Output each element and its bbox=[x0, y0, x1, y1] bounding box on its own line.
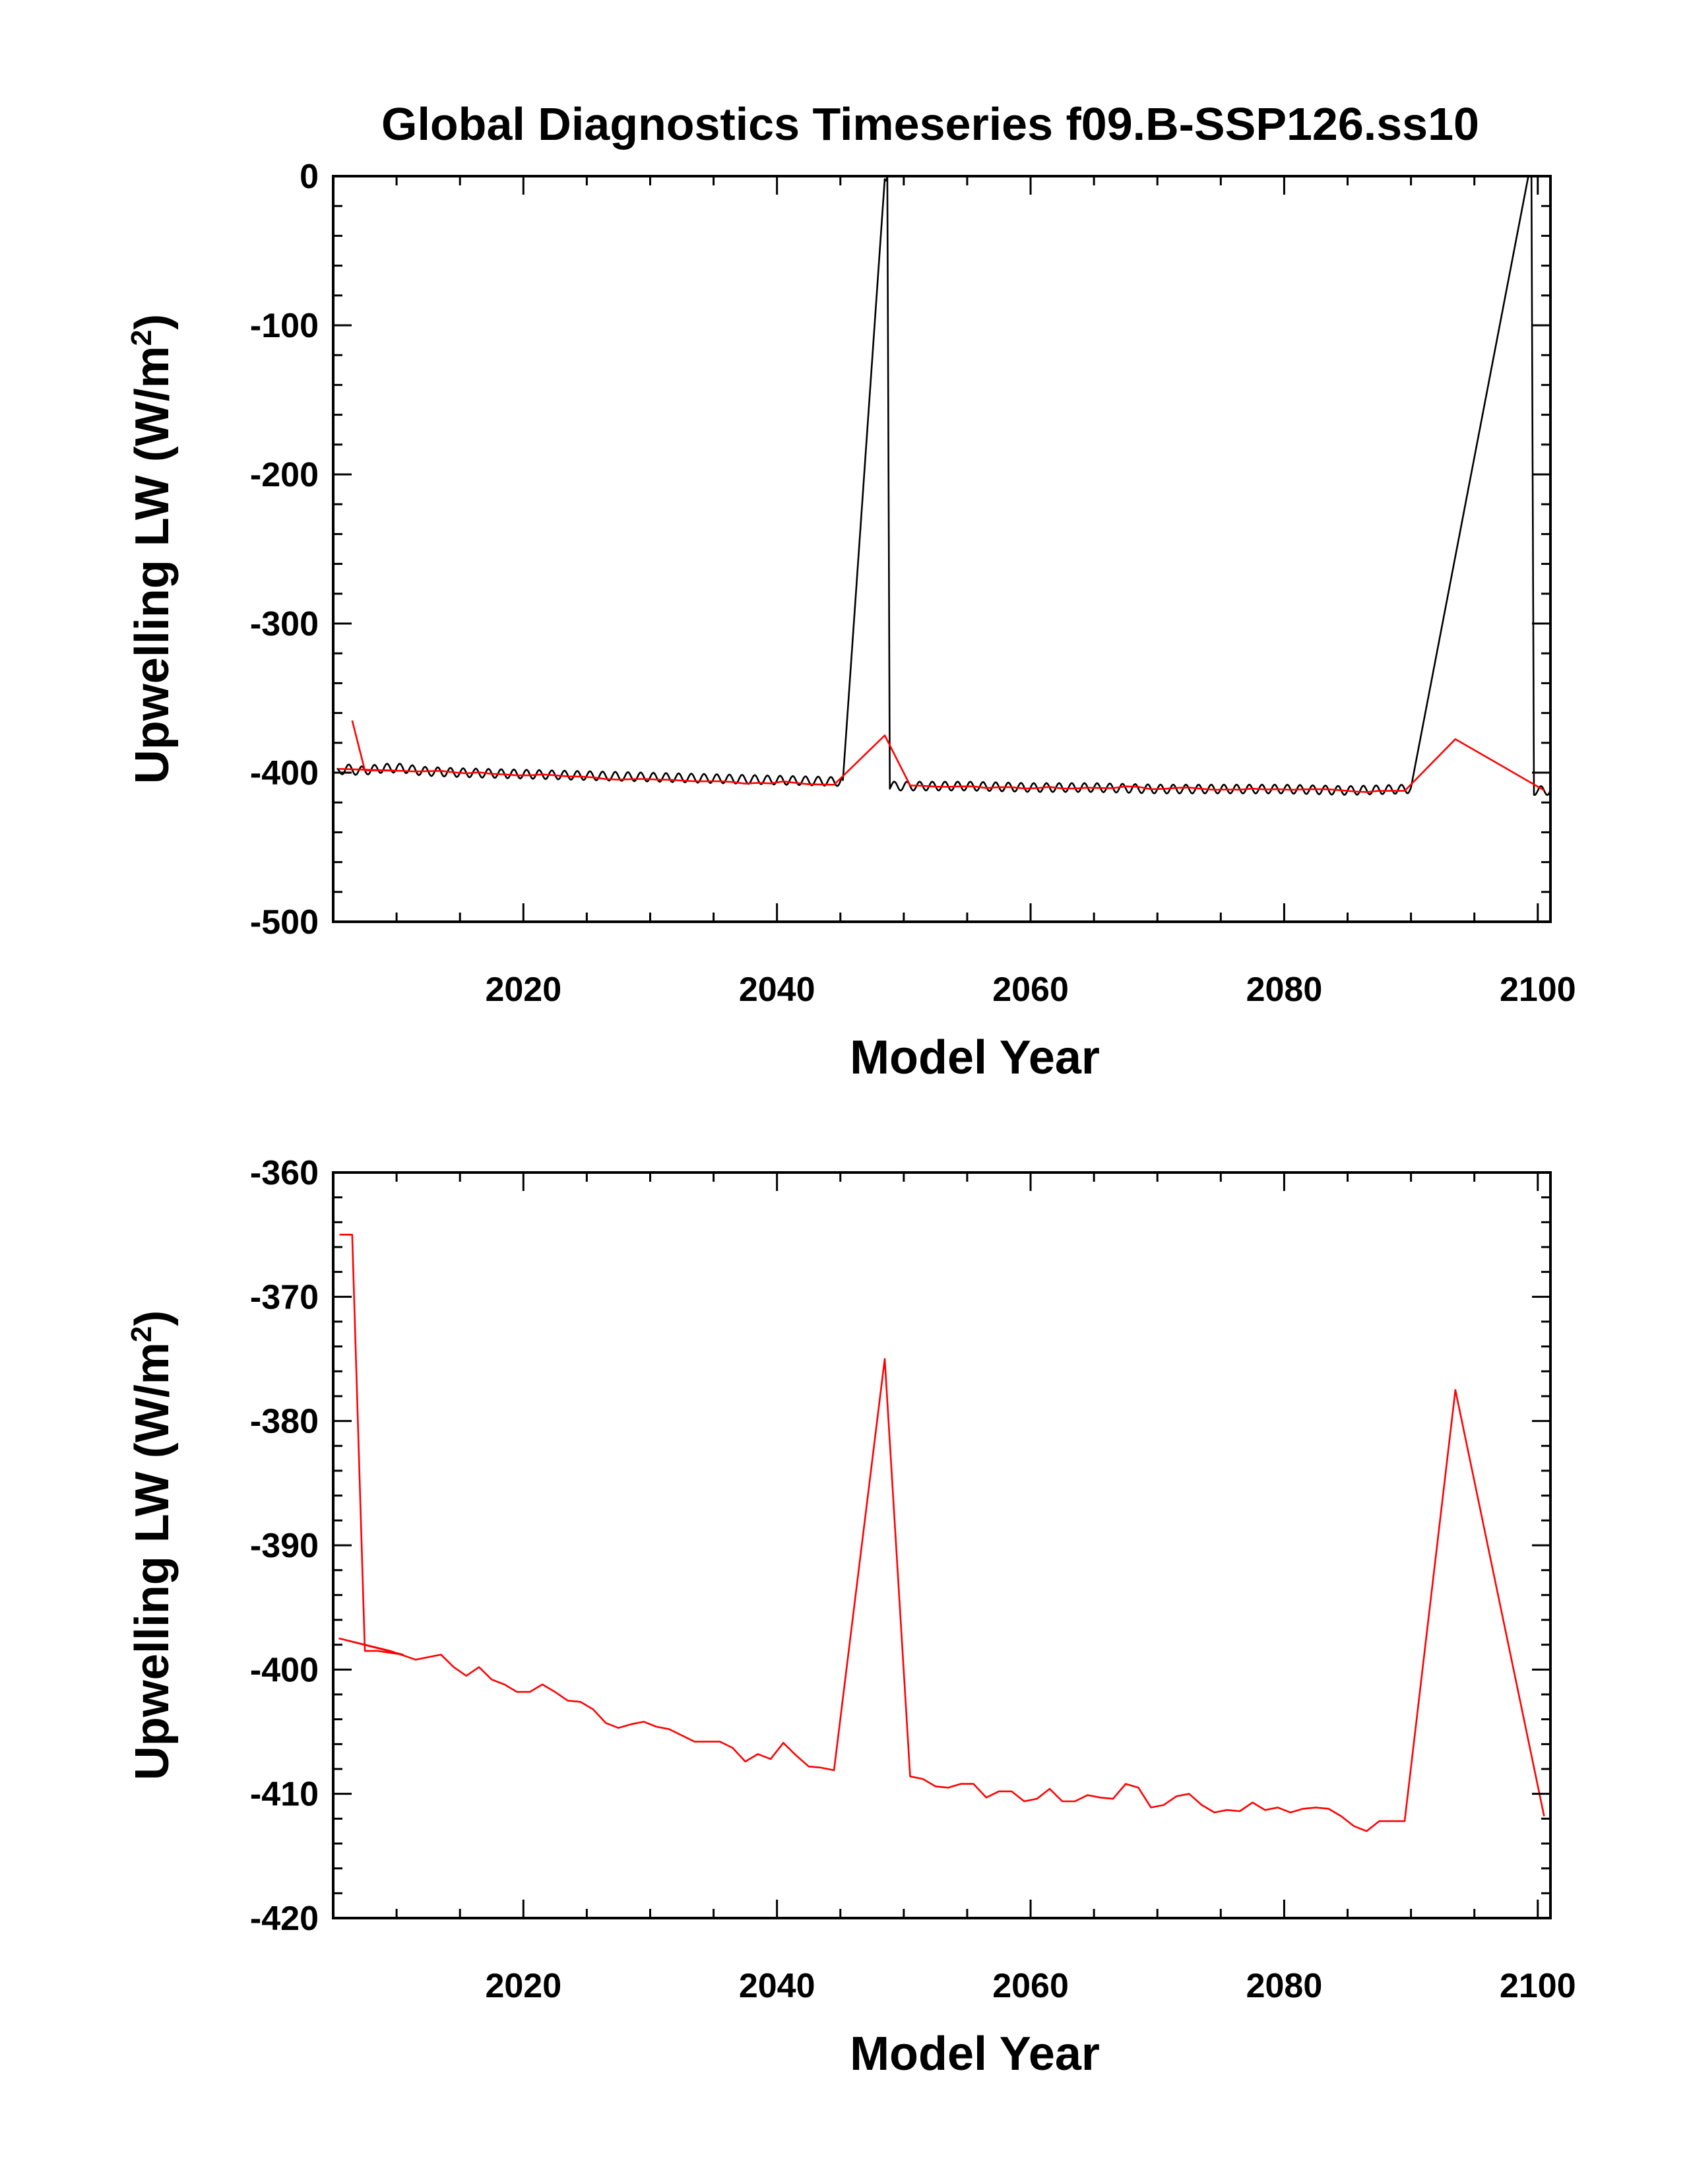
bottom-y-tick-label: -410 bbox=[250, 1776, 319, 1814]
bottom-x-tick-label: 2080 bbox=[1246, 1967, 1323, 2005]
bottom-x-tick-label: 2020 bbox=[485, 1967, 561, 2005]
top-y-tick-labels: 0 -100 -200 -300 -400 -500 bbox=[250, 158, 319, 942]
top-x-tick-label: 2040 bbox=[739, 971, 815, 1009]
top-y-axis-title-sup: 2 bbox=[125, 330, 158, 346]
bottom-x-tick-labels: 2020 2040 2060 2080 2100 bbox=[485, 1967, 1576, 2005]
bottom-y-axis-title-close: ) bbox=[126, 1310, 179, 1326]
top-y-tick-label: -100 bbox=[250, 307, 319, 345]
top-x-axis-title: Model Year bbox=[850, 1031, 1100, 1084]
bottom-y-tick-label: -360 bbox=[250, 1154, 319, 1192]
top-y-tick-label: -400 bbox=[250, 754, 319, 792]
bottom-y-tick-labels: -360 -370 -380 -390 -400 -410 -420 bbox=[250, 1154, 319, 1938]
bottom-plot-area bbox=[338, 1233, 1545, 1832]
bottom-series-annual bbox=[338, 1233, 1545, 1832]
top-plot-frame bbox=[332, 175, 1552, 923]
top-axis-ticks bbox=[332, 175, 1550, 923]
top-x-tick-label: 2080 bbox=[1246, 971, 1323, 1009]
top-x-tick-label: 2020 bbox=[485, 971, 561, 1009]
bottom-y-tick-label: -400 bbox=[250, 1651, 319, 1689]
top-panel: 0 -100 -200 -300 -400 -500 2020 2040 2060 2080 21… bbox=[125, 158, 1576, 1084]
bottom-y-tick-label: -370 bbox=[250, 1278, 319, 1316]
top-series-monthly bbox=[336, 176, 1550, 796]
bottom-y-tick-label: -390 bbox=[250, 1527, 319, 1565]
bottom-plot-frame bbox=[332, 1171, 1552, 1919]
top-y-tick-label: -200 bbox=[250, 456, 319, 494]
bottom-y-tick-label: -380 bbox=[250, 1403, 319, 1441]
bottom-axis-ticks bbox=[332, 1171, 1550, 1919]
bottom-y-tick-label: -420 bbox=[250, 1900, 319, 1938]
bottom-y-axis-title: Upwelling LW (W/m2) bbox=[125, 1310, 179, 1780]
bottom-x-tick-label: 2100 bbox=[1500, 1967, 1576, 2005]
top-y-axis-title: Upwelling LW (W/m2) bbox=[125, 314, 179, 784]
bottom-y-axis-title-sup: 2 bbox=[125, 1326, 158, 1342]
bottom-x-tick-label: 2060 bbox=[992, 1967, 1069, 2005]
chart-title: Global Diagnostics Timeseries f09.B-SSP1… bbox=[381, 98, 1479, 150]
top-y-tick-label: -300 bbox=[250, 605, 319, 643]
top-x-tick-label: 2100 bbox=[1500, 971, 1576, 1009]
top-y-axis-title-main: Upwelling LW (W/m bbox=[126, 346, 179, 784]
bottom-y-axis-title-main: Upwelling LW (W/m bbox=[126, 1342, 179, 1780]
bottom-x-tick-label: 2040 bbox=[739, 1967, 815, 2005]
top-y-tick-label: 0 bbox=[300, 158, 319, 196]
bottom-panel: -360 -370 -380 -390 -400 -410 -420 2020 2040 206… bbox=[125, 1154, 1576, 2080]
bottom-x-axis-title: Model Year bbox=[850, 2028, 1100, 2080]
top-series-annual bbox=[338, 720, 1545, 793]
top-plot-area bbox=[336, 176, 1550, 796]
top-x-tick-labels: 2020 2040 2060 2080 2100 bbox=[485, 971, 1576, 1009]
top-y-axis-title-close: ) bbox=[126, 314, 179, 330]
top-x-tick-label: 2060 bbox=[992, 971, 1069, 1009]
top-y-tick-label: -500 bbox=[250, 903, 319, 942]
